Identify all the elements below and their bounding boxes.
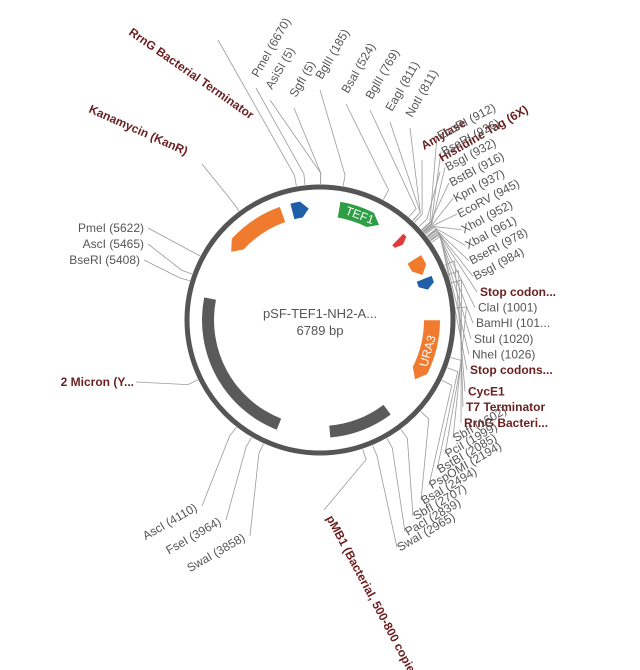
leader-label-bseri-5408-84 <box>143 259 190 282</box>
label-t7-terminator-37: T7 Terminator <box>466 400 545 414</box>
leader-label-bstbi-916-23 <box>421 182 450 231</box>
leader-label-rrng-bacteri-38 <box>450 279 462 423</box>
leader-label-stop-codons-35 <box>431 235 468 371</box>
feature-ura3-1 <box>412 320 440 380</box>
label-kanamycin-kanr-87: Kanamycin (KanR) <box>87 102 190 158</box>
label-bamhi-101-32: BamHI (101... <box>476 316 550 330</box>
leader-label-clai-1001-31 <box>428 231 476 308</box>
leader-label-rrng-bacterial-terminator-0 <box>217 39 297 187</box>
leader-label-bsai-524-5 <box>345 103 389 200</box>
label-2-micron-y-83: 2 Micron (Y... <box>61 375 134 389</box>
plasmid-name: pSF-TEF1-NH2-A... <box>263 306 377 321</box>
leader-label-asci-5465-85 <box>147 243 193 275</box>
feature-marker-2 <box>407 255 427 275</box>
leader-label-bglii-185-4 <box>319 89 346 187</box>
plasmid-backbone-circle <box>184 184 456 456</box>
leader-label-pmei-6670-1 <box>255 87 306 185</box>
leader-label-bsai-2494-43 <box>420 411 430 501</box>
leader-label-stui-1020-33 <box>429 233 472 339</box>
leader-label-sbfi-2707-44 <box>400 429 414 517</box>
leader-label-fsei-3964-81 <box>225 437 252 521</box>
leader-label-bstbi-2085-41 <box>436 367 459 470</box>
label-cyce1-36: CycE1 <box>468 385 505 399</box>
feature-tag-3 <box>392 233 407 248</box>
label-nhei-1026-34: NheI (1026) <box>472 347 535 361</box>
leader-label-bsgi-984-29 <box>427 229 474 277</box>
leader-label-sbfi-1602-39 <box>452 306 467 439</box>
feature-tef1-0 <box>337 201 380 228</box>
leader-label-histidine-tag-6x-10 <box>418 171 441 227</box>
feature-terminator-4 <box>416 275 434 290</box>
leader-label-ecorv-945-25 <box>424 213 458 234</box>
leader-label-bglii-769-6 <box>369 109 417 218</box>
leader-label-2-micron-y-83 <box>135 379 199 386</box>
label-stop-codons-35: Stop codons... <box>470 363 553 377</box>
label-rrng-bacteri-38: RrnG Bacteri... <box>464 416 548 430</box>
leader-label-xbai-961-27 <box>425 226 466 246</box>
feature-terminator-8 <box>290 201 309 220</box>
leader-label-kpni-937-24 <box>423 198 454 233</box>
leader-label-pcii-1999-40 <box>444 357 462 455</box>
feature-origin-5 <box>329 404 391 438</box>
leader-label-paci-2839-45 <box>386 438 406 533</box>
label-pmei-5622-86: PmeI (5622) <box>78 221 144 235</box>
leader-label-xhoi-952-26 <box>424 226 462 234</box>
leader-label-pmei-5622-86 <box>147 227 201 257</box>
leader-label-bsgi-932-22 <box>423 167 446 232</box>
feature-marker-7 <box>231 206 286 252</box>
label-bseri-5408-84: BseRI (5408) <box>69 253 140 267</box>
label-leader-lines <box>135 39 478 548</box>
leader-label-amylase-9 <box>414 159 423 223</box>
leader-label-bseri-978-28 <box>426 228 470 262</box>
leader-label-eagi-811-7 <box>389 121 421 221</box>
leader-label-ecori-912-20 <box>421 135 438 230</box>
leader-label-asci-4110-80 <box>201 427 237 507</box>
leader-label-sgfi-5-3 <box>293 107 322 185</box>
leader-label-bseri-926-21 <box>422 151 442 232</box>
leader-label-stop-codon-30 <box>427 229 478 293</box>
leader-label-pmb1-bacterial-500-800-copies-60 <box>323 449 367 511</box>
leader-label-asisi-5-2 <box>269 99 322 185</box>
label-asci-5465-85: AscI (5465) <box>83 237 144 251</box>
leader-label-pspomi-2194-42 <box>428 379 453 486</box>
label-stui-1020-33: StuI (1020) <box>474 332 533 346</box>
plasmid-size: 6789 bp <box>297 323 344 338</box>
label-clai-1001-31: ClaI (1001) <box>478 301 537 315</box>
feature-origin-6 <box>202 297 282 430</box>
label-sgfi-5-3: SgfI (5) <box>286 58 318 99</box>
leader-label-kanamycin-kanr-87 <box>201 163 240 211</box>
label-stop-codon-30: Stop codon... <box>480 285 556 299</box>
leader-label-swai-2965-46 <box>372 445 398 548</box>
leader-label-swai-3858-82 <box>249 443 264 537</box>
leader-label-noti-811-8 <box>409 127 421 221</box>
